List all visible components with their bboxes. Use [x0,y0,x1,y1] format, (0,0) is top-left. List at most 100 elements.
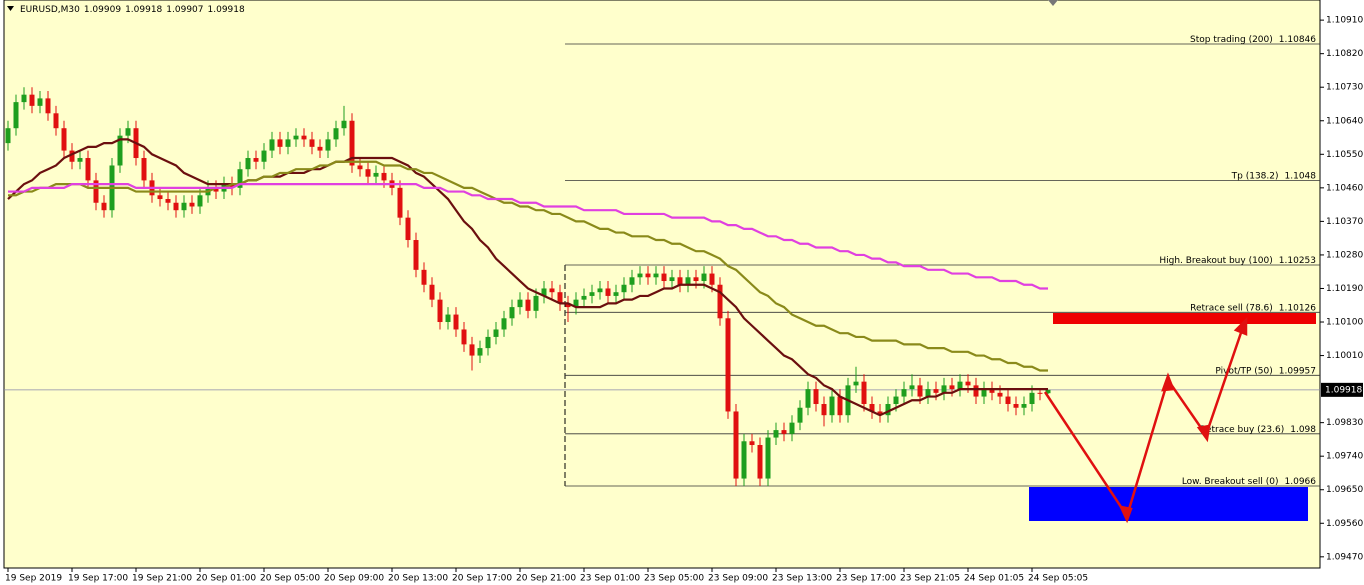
candle-body [765,437,771,479]
y-tick-label: 1.10190 [1326,284,1363,294]
candle-body [661,273,667,282]
candle-body [93,180,99,203]
candle-body [693,277,699,282]
candle-body [5,128,11,144]
candle-body [997,392,1003,397]
candle-body [373,172,379,177]
candle-body [789,422,795,434]
candle-body [509,307,515,319]
candle-body [277,139,283,147]
candle-body [1037,392,1043,394]
projection-arrows [1043,316,1248,524]
candle-body [421,269,427,285]
candle-body [77,158,83,162]
candle-body [653,273,659,278]
candle-body [213,187,219,192]
candle-body [621,284,627,293]
candle-body [501,318,507,330]
x-tick-label: 19 Sep 21:00 [132,574,192,584]
candle-body [1021,404,1027,408]
price-label: 1.09918 [1325,385,1362,395]
candle-body [557,292,563,304]
candle-body [485,336,491,349]
candle-body [605,288,611,296]
candle-body [101,202,107,211]
y-tick-label: 1.10100 [1326,318,1363,328]
candle-body [901,389,907,397]
fib-label: Low. Breakout sell (0) 1.0966 [1182,477,1316,487]
candle-body [541,288,547,296]
candle-body [525,299,531,311]
candle-body [861,381,867,405]
y-tick-label: 1.10460 [1326,183,1363,193]
candle-body [565,303,571,308]
candle-body [773,430,779,438]
candle-body [117,135,123,166]
sell-zone [1053,313,1316,324]
y-tick-label: 1.10550 [1326,150,1363,160]
candle-body [181,202,187,211]
fib-label: Retrace buy (23.6) 1.098 [1200,424,1316,434]
candle-body [261,150,267,162]
candle-body [349,120,355,166]
marks: Stop trading (200) 1.10846 Tp (138.2) 1.104… [4,34,1320,487]
candle-body [85,158,91,181]
candle-body [189,202,195,207]
candle-body [317,146,323,151]
candle-body [597,288,603,293]
moving-average [8,183,1048,290]
high: 1.09918 [125,5,162,15]
candle-body [925,389,931,397]
fib-value: 1.098 [1290,424,1316,434]
candle-body [573,299,579,308]
fib-label: Pivot/TP (50) 1.09957 [1215,366,1316,376]
x-tick-label: 24 Sep 01:05 [964,574,1024,584]
candle-body [173,202,179,211]
candle-body [229,184,235,188]
candle-body [749,441,755,446]
candle-body [69,150,75,162]
candle-body [13,102,19,129]
candle-body [781,430,787,434]
candle-body [549,288,555,293]
candle-body [45,98,51,114]
low: 1.09907 [166,5,203,15]
y-tick-label: 1.10280 [1326,250,1363,260]
candle-body [237,169,243,188]
x-tick-label: 20 Sep 13:00 [388,574,448,584]
candle-body [709,273,715,285]
candle-body [645,273,651,278]
candle-body [29,94,35,106]
fib-label: Tp (138.2) 1.1048 [1231,171,1317,181]
fib-name: High. Breakout buy (100) [1159,255,1272,265]
candle-body [37,98,43,106]
fib-value: 1.09957 [1279,366,1316,376]
x-tick-label: 23 Sep 05:00 [644,574,704,584]
candle-body [1029,392,1035,405]
candle-body [877,411,883,416]
fib-name: Pivot/TP (50) [1215,366,1272,376]
candle-body [717,284,723,319]
candle-body [197,195,203,207]
candle-body [893,396,899,405]
candle-body [701,273,707,282]
y-tick-label: 1.10820 [1326,49,1363,59]
candle-body [141,158,147,181]
candle-body [477,348,483,356]
y-tick-label: 1.09560 [1326,519,1363,529]
candle-body [53,113,59,129]
candle-body [301,135,307,140]
fib-name: Low. Breakout sell (0) [1182,477,1279,487]
candle-body [853,381,859,386]
candle-body [357,165,363,170]
x-tick-label: 20 Sep 05:00 [260,574,320,584]
candle-body [589,292,595,296]
candle-body [885,404,891,416]
candle-body [413,240,419,270]
candle-body [973,385,979,397]
candle-body [917,385,923,397]
candle-body [397,187,403,218]
candle-body [493,329,499,337]
fib-name: Retrace sell (78.6) [1190,303,1273,313]
candle-body [1045,389,1051,394]
